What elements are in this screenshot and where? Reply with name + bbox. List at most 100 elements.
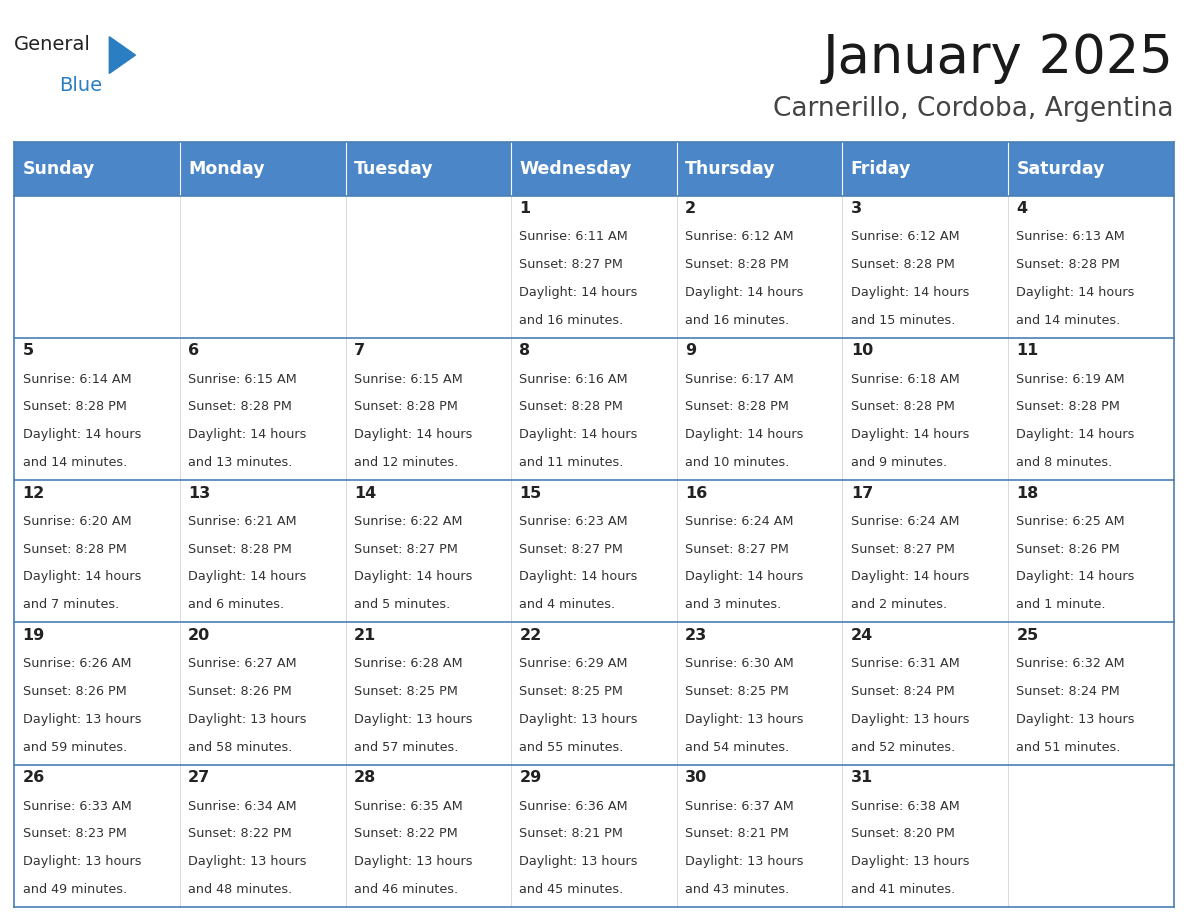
Text: 22: 22 — [519, 628, 542, 643]
Text: 19: 19 — [23, 628, 45, 643]
Text: Sunset: 8:20 PM: Sunset: 8:20 PM — [851, 827, 955, 840]
Text: Sunrise: 6:35 AM: Sunrise: 6:35 AM — [354, 800, 462, 812]
Text: Sunset: 8:28 PM: Sunset: 8:28 PM — [188, 400, 292, 413]
Text: 6: 6 — [188, 343, 200, 358]
Text: 31: 31 — [851, 770, 873, 785]
Text: and 14 minutes.: and 14 minutes. — [23, 456, 127, 469]
FancyBboxPatch shape — [677, 765, 842, 907]
Text: Daylight: 13 hours: Daylight: 13 hours — [1017, 712, 1135, 726]
Text: 9: 9 — [685, 343, 696, 358]
FancyBboxPatch shape — [842, 142, 1009, 196]
Text: Daylight: 13 hours: Daylight: 13 hours — [685, 855, 803, 868]
Text: Tuesday: Tuesday — [354, 160, 434, 178]
Text: 24: 24 — [851, 628, 873, 643]
Text: Sunrise: 6:31 AM: Sunrise: 6:31 AM — [851, 657, 960, 670]
Text: Daylight: 13 hours: Daylight: 13 hours — [354, 855, 473, 868]
Text: 7: 7 — [354, 343, 365, 358]
Text: Sunrise: 6:16 AM: Sunrise: 6:16 AM — [519, 373, 628, 386]
Text: 30: 30 — [685, 770, 707, 785]
Text: and 54 minutes.: and 54 minutes. — [685, 741, 789, 754]
FancyBboxPatch shape — [179, 338, 346, 480]
Text: and 7 minutes.: and 7 minutes. — [23, 599, 119, 611]
Text: and 49 minutes.: and 49 minutes. — [23, 883, 127, 896]
Text: Sunrise: 6:11 AM: Sunrise: 6:11 AM — [519, 230, 628, 243]
Text: Sunrise: 6:27 AM: Sunrise: 6:27 AM — [188, 657, 297, 670]
Text: Sunrise: 6:21 AM: Sunrise: 6:21 AM — [188, 515, 297, 528]
FancyBboxPatch shape — [511, 765, 677, 907]
Text: Sunrise: 6:12 AM: Sunrise: 6:12 AM — [851, 230, 960, 243]
Text: Daylight: 13 hours: Daylight: 13 hours — [851, 712, 969, 726]
Text: and 51 minutes.: and 51 minutes. — [1017, 741, 1120, 754]
FancyBboxPatch shape — [179, 765, 346, 907]
FancyBboxPatch shape — [842, 480, 1009, 622]
Text: and 2 minutes.: and 2 minutes. — [851, 599, 947, 611]
Text: Sunrise: 6:14 AM: Sunrise: 6:14 AM — [23, 373, 131, 386]
FancyBboxPatch shape — [179, 622, 346, 765]
Text: Sunrise: 6:26 AM: Sunrise: 6:26 AM — [23, 657, 131, 670]
Text: Sunset: 8:24 PM: Sunset: 8:24 PM — [1017, 685, 1120, 698]
FancyBboxPatch shape — [14, 338, 179, 480]
Text: Daylight: 13 hours: Daylight: 13 hours — [354, 712, 473, 726]
FancyBboxPatch shape — [1009, 196, 1174, 338]
Text: Daylight: 14 hours: Daylight: 14 hours — [354, 428, 472, 442]
Text: Friday: Friday — [851, 160, 911, 178]
Text: Daylight: 14 hours: Daylight: 14 hours — [1017, 428, 1135, 442]
FancyBboxPatch shape — [511, 480, 677, 622]
FancyBboxPatch shape — [14, 142, 179, 196]
FancyBboxPatch shape — [677, 480, 842, 622]
Text: Daylight: 14 hours: Daylight: 14 hours — [23, 570, 141, 584]
Text: Sunset: 8:25 PM: Sunset: 8:25 PM — [354, 685, 457, 698]
Text: Daylight: 14 hours: Daylight: 14 hours — [851, 428, 969, 442]
Text: Sunset: 8:21 PM: Sunset: 8:21 PM — [685, 827, 789, 840]
FancyBboxPatch shape — [346, 142, 511, 196]
Text: Daylight: 14 hours: Daylight: 14 hours — [188, 570, 307, 584]
Text: Sunrise: 6:30 AM: Sunrise: 6:30 AM — [685, 657, 794, 670]
FancyBboxPatch shape — [1009, 142, 1174, 196]
Text: Daylight: 13 hours: Daylight: 13 hours — [851, 855, 969, 868]
FancyBboxPatch shape — [1009, 622, 1174, 765]
Text: Sunset: 8:28 PM: Sunset: 8:28 PM — [685, 258, 789, 271]
Text: Sunrise: 6:17 AM: Sunrise: 6:17 AM — [685, 373, 794, 386]
FancyBboxPatch shape — [346, 622, 511, 765]
Text: 14: 14 — [354, 486, 377, 500]
FancyBboxPatch shape — [511, 622, 677, 765]
Text: Sunset: 8:26 PM: Sunset: 8:26 PM — [188, 685, 292, 698]
Text: 10: 10 — [851, 343, 873, 358]
Text: Sunrise: 6:25 AM: Sunrise: 6:25 AM — [1017, 515, 1125, 528]
Text: General: General — [14, 35, 91, 54]
Text: Daylight: 13 hours: Daylight: 13 hours — [685, 712, 803, 726]
Text: Sunrise: 6:15 AM: Sunrise: 6:15 AM — [354, 373, 462, 386]
Text: Daylight: 14 hours: Daylight: 14 hours — [23, 428, 141, 442]
Text: and 1 minute.: and 1 minute. — [1017, 599, 1106, 611]
Text: Sunset: 8:28 PM: Sunset: 8:28 PM — [851, 400, 955, 413]
Text: Sunrise: 6:33 AM: Sunrise: 6:33 AM — [23, 800, 132, 812]
Polygon shape — [109, 37, 135, 73]
Text: 4: 4 — [1017, 201, 1028, 216]
Text: and 5 minutes.: and 5 minutes. — [354, 599, 450, 611]
Text: Sunset: 8:25 PM: Sunset: 8:25 PM — [519, 685, 624, 698]
FancyBboxPatch shape — [842, 622, 1009, 765]
Text: Daylight: 14 hours: Daylight: 14 hours — [1017, 570, 1135, 584]
FancyBboxPatch shape — [511, 142, 677, 196]
FancyBboxPatch shape — [677, 338, 842, 480]
Text: 28: 28 — [354, 770, 377, 785]
FancyBboxPatch shape — [14, 480, 179, 622]
Text: Daylight: 14 hours: Daylight: 14 hours — [519, 570, 638, 584]
Text: Sunrise: 6:19 AM: Sunrise: 6:19 AM — [1017, 373, 1125, 386]
Text: and 4 minutes.: and 4 minutes. — [519, 599, 615, 611]
Text: Sunset: 8:28 PM: Sunset: 8:28 PM — [685, 400, 789, 413]
Text: Sunset: 8:28 PM: Sunset: 8:28 PM — [851, 258, 955, 271]
Text: Carnerillo, Cordoba, Argentina: Carnerillo, Cordoba, Argentina — [773, 96, 1174, 122]
Text: 8: 8 — [519, 343, 531, 358]
Text: Sunrise: 6:38 AM: Sunrise: 6:38 AM — [851, 800, 960, 812]
Text: and 16 minutes.: and 16 minutes. — [519, 314, 624, 327]
FancyBboxPatch shape — [842, 338, 1009, 480]
Text: Sunrise: 6:12 AM: Sunrise: 6:12 AM — [685, 230, 794, 243]
Text: Sunset: 8:28 PM: Sunset: 8:28 PM — [23, 400, 126, 413]
Text: Daylight: 14 hours: Daylight: 14 hours — [685, 570, 803, 584]
Text: Daylight: 14 hours: Daylight: 14 hours — [685, 285, 803, 299]
Text: Daylight: 13 hours: Daylight: 13 hours — [23, 712, 141, 726]
Text: and 41 minutes.: and 41 minutes. — [851, 883, 955, 896]
Text: Sunrise: 6:15 AM: Sunrise: 6:15 AM — [188, 373, 297, 386]
FancyBboxPatch shape — [511, 338, 677, 480]
